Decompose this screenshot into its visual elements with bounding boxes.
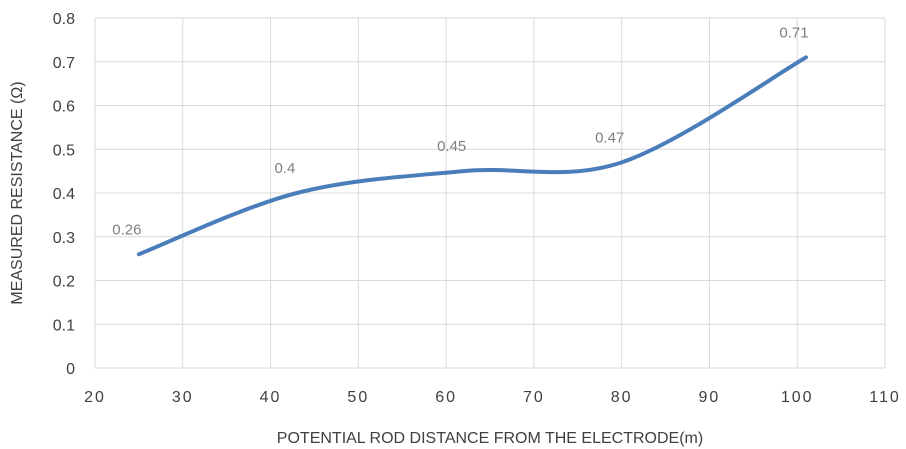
data-label: 0.4 (274, 160, 295, 177)
y-tick-label: 0.1 (53, 317, 75, 334)
y-tick-label: 0.5 (53, 142, 75, 159)
x-tick-label: 110 (869, 389, 901, 406)
x-tick-label: 90 (699, 389, 721, 406)
y-axis-tick-labels: 0 0.1 0.2 0.3 0.4 0.5 0.6 0.7 0.8 (53, 11, 75, 378)
data-label: 0.45 (437, 138, 466, 155)
x-axis-title: POTENTIAL ROD DISTANCE FROM THE ELECTROD… (277, 430, 703, 447)
y-tick-label: 0.4 (53, 186, 75, 203)
x-tick-label: 50 (347, 389, 369, 406)
resistance-line (136, 55, 808, 257)
y-tick-label: 0.3 (53, 230, 75, 247)
x-axis-tick-labels: 20 30 40 50 60 70 80 90 100 110 (84, 389, 901, 406)
x-tick-label: 70 (523, 389, 545, 406)
y-tick-label: 0.7 (53, 55, 75, 72)
x-tick-label: 40 (260, 389, 282, 406)
gridlines (94, 17, 886, 369)
y-tick-label: 0.6 (53, 99, 75, 116)
data-labels: 0.26 0.4 0.45 0.47 0.71 (112, 24, 808, 238)
x-tick-label: 80 (611, 389, 633, 406)
x-tick-label: 20 (84, 389, 106, 406)
y-tick-label: 0 (66, 361, 75, 378)
x-tick-label: 60 (435, 389, 457, 406)
x-tick-label: 30 (172, 389, 194, 406)
data-label: 0.47 (595, 129, 624, 146)
y-tick-label: 0.8 (53, 11, 75, 28)
data-label: 0.71 (779, 24, 808, 41)
y-tick-label: 0.2 (53, 274, 75, 291)
series-line-group (136, 55, 808, 257)
x-tick-label: 100 (781, 389, 814, 406)
data-label: 0.26 (112, 221, 141, 238)
y-axis-title: MEASURED RESISTANCE (Ω) (9, 81, 26, 304)
